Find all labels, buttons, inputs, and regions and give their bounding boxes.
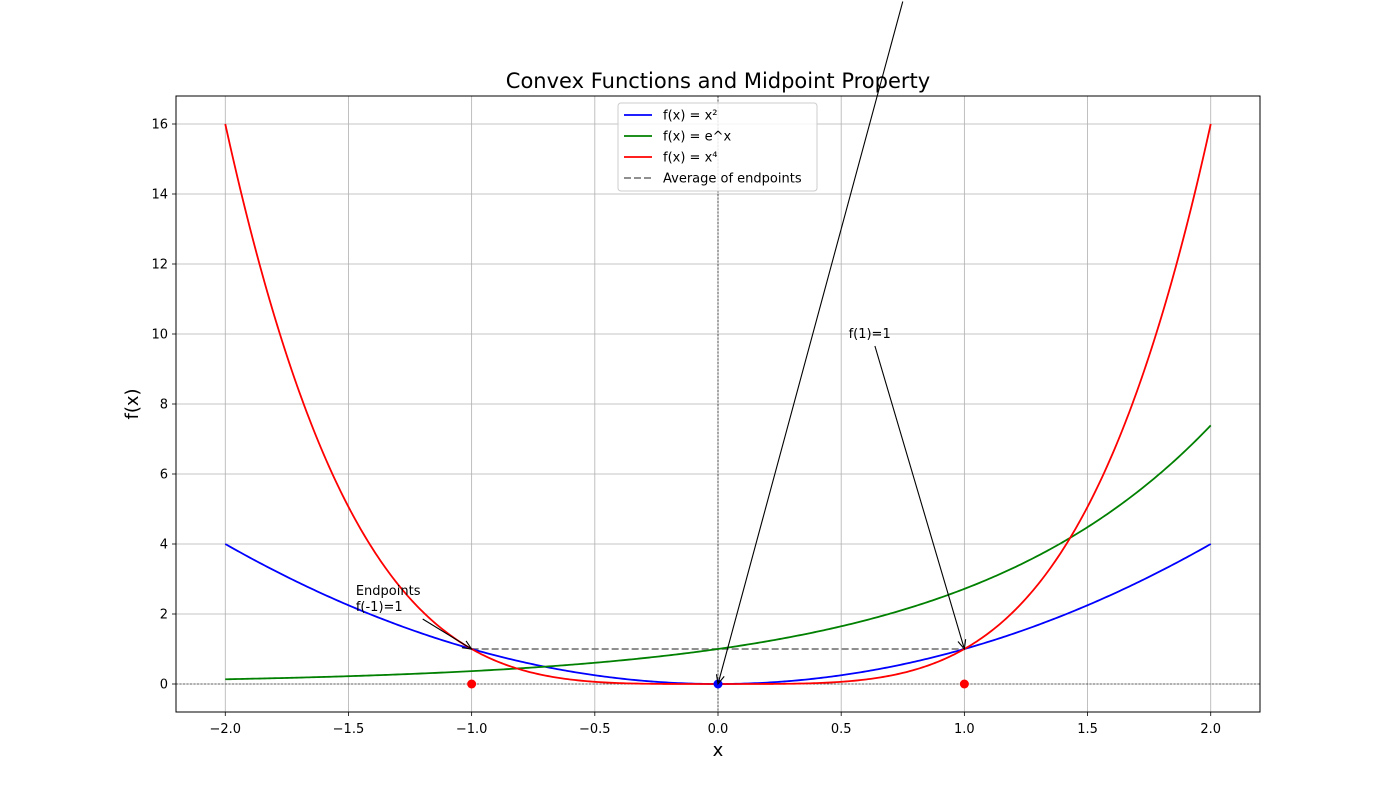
annotation-arrowhead bbox=[715, 674, 725, 686]
y-tick-label: 14 bbox=[151, 188, 168, 203]
x-tick-label: 0.0 bbox=[708, 722, 729, 737]
annotation-arrowhead bbox=[957, 639, 967, 651]
x-tick-label: −1.5 bbox=[333, 722, 365, 737]
legend-label-x-fourth: f(x) = x⁴ bbox=[663, 151, 717, 166]
data-point bbox=[467, 679, 477, 689]
y-tick-label: 8 bbox=[160, 398, 168, 413]
legend-label-average: Average of endpoints bbox=[663, 172, 802, 187]
annotation-arrowhead bbox=[461, 640, 473, 650]
annotation-text: Endpoints bbox=[356, 584, 421, 599]
x-tick-label: 2.0 bbox=[1200, 722, 1221, 737]
annotation-arrow bbox=[717, 1, 904, 683]
annotation-text: f(1)=1 bbox=[849, 327, 891, 342]
y-tick-label: 16 bbox=[151, 118, 168, 133]
annotation-text: f(-1)=1 bbox=[356, 600, 403, 615]
data-point bbox=[959, 679, 969, 689]
y-tick-label: 0 bbox=[160, 678, 168, 693]
y-tick-label: 6 bbox=[160, 468, 168, 483]
legend-label-exp-x: f(x) = e^x bbox=[663, 130, 731, 145]
legend-label-x-squared: f(x) = x² bbox=[663, 109, 717, 124]
x-tick-label: 1.0 bbox=[954, 722, 975, 737]
legend: f(x) = x² f(x) = e^x f(x) = x⁴ Average of e… bbox=[617, 102, 818, 192]
x-axis: −2.0 −1.5 −1.0 −0.5 0.0 0.5 1.0 1.5 2.0 bbox=[209, 712, 1221, 737]
y-tick-label: 12 bbox=[151, 258, 168, 273]
x-tick-label: 0.5 bbox=[831, 722, 852, 737]
y-tick-label: 2 bbox=[160, 608, 168, 623]
x-tick-label: −0.5 bbox=[579, 722, 611, 737]
series-line-exp-x bbox=[225, 424, 1212, 681]
y-tick-label: 10 bbox=[151, 328, 168, 343]
annotation-arrow bbox=[874, 345, 965, 648]
legend-box bbox=[617, 102, 818, 192]
x-tick-label: −2.0 bbox=[209, 722, 241, 737]
annotation-arrow bbox=[422, 618, 471, 649]
zero-lines bbox=[176, 96, 1260, 712]
x-tick-label: −1.0 bbox=[456, 722, 488, 737]
y-axis: 0 2 4 6 8 10 12 14 16 bbox=[151, 118, 176, 693]
y-tick-label: 4 bbox=[160, 538, 168, 553]
chart-title: Convex Functions and Midpoint Property bbox=[506, 69, 930, 93]
y-axis-label: f(x) bbox=[122, 388, 143, 419]
x-tick-label: 1.5 bbox=[1077, 722, 1098, 737]
x-axis-label: x bbox=[713, 740, 724, 761]
